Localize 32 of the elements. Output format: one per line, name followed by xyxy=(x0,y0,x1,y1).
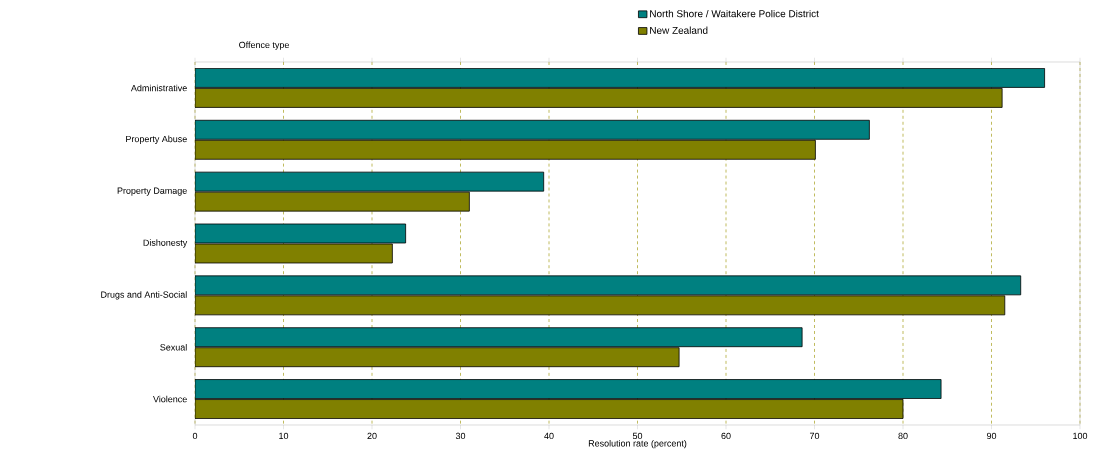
bar xyxy=(195,327,803,348)
x-tick-label: 50 xyxy=(632,432,643,440)
x-tick-label: 0 xyxy=(192,432,198,440)
bar xyxy=(195,139,816,160)
y-tick-label: Drugs and Anti-Social xyxy=(101,291,187,300)
bar xyxy=(195,275,1022,296)
bar xyxy=(195,119,870,140)
x-tick-label: 20 xyxy=(367,432,377,440)
bar xyxy=(195,379,942,399)
bar xyxy=(195,295,1006,316)
bar xyxy=(195,347,680,368)
bar xyxy=(195,88,1003,108)
y-tick-label: Violence xyxy=(153,395,187,403)
x-axis-title: Resolution rate (percent) xyxy=(588,439,687,449)
bar xyxy=(195,399,904,419)
y-tick-label: Sexual xyxy=(160,343,187,351)
x-tick-label: 70 xyxy=(809,432,820,440)
x-tick-label: 60 xyxy=(721,432,731,440)
legend-label: North Shore / Waitakere Police District xyxy=(650,9,819,18)
y-tick-label: Administrative xyxy=(130,84,187,92)
x-tick-label: 100 xyxy=(1073,432,1088,440)
y-axis-title: Offence type xyxy=(239,41,289,50)
y-tick-label: Property Abuse xyxy=(126,135,187,144)
x-tick-label: 80 xyxy=(898,432,908,440)
bar xyxy=(195,68,1046,88)
x-tick-label: 40 xyxy=(544,432,554,440)
legend-label: New Zealand xyxy=(650,26,708,34)
x-tick-label: 90 xyxy=(986,432,997,440)
x-tick-label: 10 xyxy=(279,432,289,440)
y-tick-label: Dishonesty xyxy=(143,239,188,248)
x-tick-label: 30 xyxy=(455,432,466,440)
y-tick-label: Property Damage xyxy=(117,187,187,196)
